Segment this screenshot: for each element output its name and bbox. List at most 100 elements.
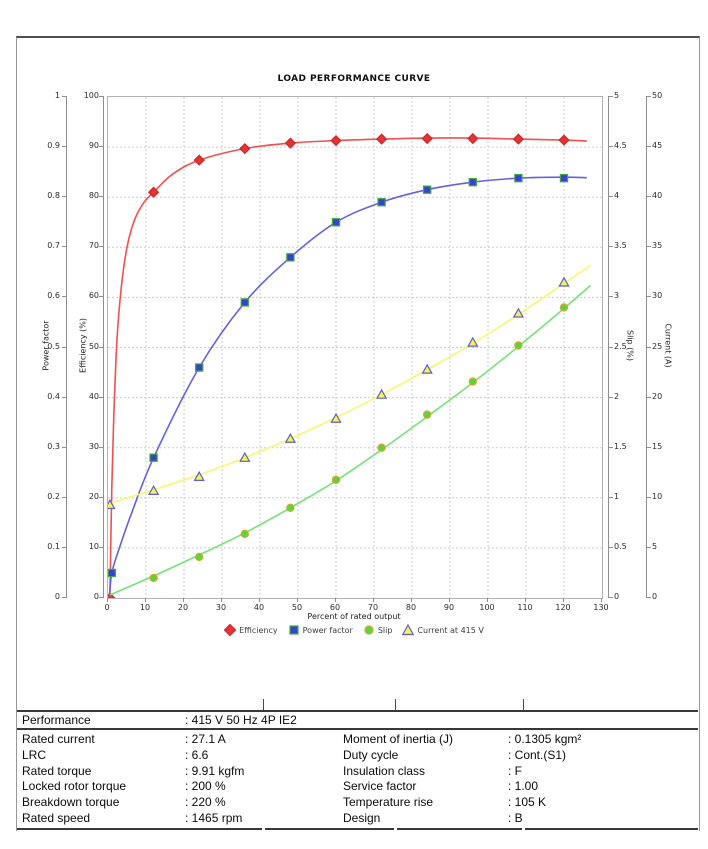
slip-tick-label: 0 — [614, 592, 620, 601]
table-column-separator — [395, 699, 396, 711]
efficiency-tick — [99, 246, 103, 248]
data-point-power-factor — [108, 568, 116, 578]
data-point-efficiency — [147, 186, 160, 198]
efficiency-tick-label: 100 — [83, 91, 99, 100]
x-tick-label: 130 — [593, 603, 609, 612]
slip-tick-label: 2 — [614, 391, 620, 401]
current-tick — [647, 346, 651, 348]
power-factor-tick-label: 0.5 — [47, 341, 60, 351]
content-panel-border — [16, 36, 700, 831]
performance-label: Performance — [22, 713, 91, 727]
x-tick-label: 110 — [517, 603, 533, 612]
slip-tick-label: 5 — [614, 91, 620, 100]
data-point-current-at-415-v — [558, 276, 570, 287]
x-tick-label: 30 — [215, 603, 227, 612]
data-point-power-factor — [286, 253, 295, 262]
spec-label: Moment of inertia (J) — [343, 732, 454, 746]
data-point-slip — [149, 573, 158, 583]
efficiency-tick — [99, 346, 103, 348]
data-point-slip — [377, 443, 386, 452]
efficiency-tick-label: 50 — [88, 341, 99, 351]
data-point-current-at-415-v — [467, 336, 479, 347]
x-tick — [220, 598, 222, 602]
spec-label: Rated current — [22, 732, 95, 746]
power-factor-tick-label: 0.2 — [47, 491, 60, 501]
performance-value: : 415 V 50 Hz 4P IE2 — [185, 713, 297, 727]
data-point-efficiency — [467, 132, 479, 145]
data-point-power-factor — [468, 177, 478, 187]
x-tick-label: 20 — [177, 603, 189, 612]
current-tick-label: 35 — [652, 241, 663, 251]
current-tick-label: 50 — [652, 91, 663, 100]
efficiency-tick-label: 20 — [88, 491, 99, 501]
data-point-current-at-415-v — [375, 388, 388, 399]
series-curve-slip — [109, 284, 592, 596]
power-factor-tick-label: 0.9 — [47, 141, 60, 151]
table-rule-top — [17, 710, 698, 712]
data-point-slip — [468, 377, 477, 386]
slip-tick — [609, 96, 613, 97]
spec-label: Duty cycle — [343, 747, 399, 762]
data-point-efficiency — [558, 134, 570, 146]
data-point-slip — [331, 475, 341, 484]
data-point-current-at-415-v — [421, 363, 433, 374]
chart-canvas — [108, 97, 602, 598]
power-factor-tick — [62, 96, 66, 97]
slip-tick — [609, 296, 613, 298]
current-tick-label: 40 — [652, 191, 663, 201]
x-tick — [524, 598, 526, 602]
spec-value: : 200 % — [185, 779, 226, 794]
power-factor-tick — [62, 296, 66, 298]
current-tick — [647, 96, 651, 97]
x-tick — [334, 598, 336, 602]
power-factor-axis-title: Power factor — [41, 320, 51, 371]
table-rule-bottom-segment — [397, 828, 522, 830]
table-rule-bottom-segment — [525, 828, 698, 830]
data-point-slip — [559, 303, 569, 312]
slip-tick-label: 2.5 — [614, 341, 627, 351]
data-point-current-at-415-v — [108, 498, 116, 510]
power-factor-axis-line — [66, 96, 67, 598]
spec-label: LRC — [22, 747, 47, 762]
x-tick — [562, 598, 564, 602]
data-point-current-at-415-v — [512, 307, 525, 318]
current-tick — [647, 446, 651, 448]
series-curve-efficiency — [109, 137, 587, 598]
power-factor-tick — [62, 196, 66, 198]
data-point-slip — [240, 529, 249, 539]
spec-label: Locked rotor torque — [22, 779, 127, 794]
slip-tick — [609, 446, 613, 448]
data-point-efficiency — [375, 133, 388, 145]
efficiency-tick — [99, 296, 103, 298]
x-tick-label: 40 — [253, 603, 265, 612]
legend-label: Current at 415 V — [417, 625, 484, 635]
data-point-slip — [514, 341, 523, 350]
slip-tick-label: 3.5 — [614, 241, 627, 251]
table-rule-bottom-segment — [265, 828, 394, 830]
current-tick-label: 25 — [652, 341, 663, 351]
circle-marker-icon — [364, 625, 374, 635]
current-tick — [647, 396, 651, 398]
current-axis-line — [646, 96, 647, 598]
slip-tick-label: 0.5 — [614, 541, 627, 551]
x-tick-label: 80 — [405, 603, 417, 612]
data-point-power-factor — [559, 173, 569, 183]
data-point-power-factor — [331, 218, 341, 227]
x-tick-label: 100 — [479, 603, 495, 612]
power-factor-tick — [62, 446, 66, 448]
current-tick — [647, 597, 651, 598]
slip-tick — [609, 597, 613, 598]
slip-tick-label: 4.5 — [614, 141, 627, 151]
series-curve-current-at-415-v — [108, 264, 592, 505]
efficiency-axis-line — [103, 96, 104, 598]
slip-tick — [609, 496, 613, 498]
data-point-efficiency — [421, 132, 433, 145]
current-tick — [647, 196, 651, 198]
data-point-current-at-415-v — [330, 412, 342, 423]
plot-area — [107, 96, 603, 599]
slip-axis-line — [608, 96, 609, 598]
data-point-current-at-415-v — [193, 470, 205, 481]
x-tick — [106, 598, 108, 602]
legend-item-efficiency: Efficiency — [224, 624, 278, 636]
efficiency-tick — [99, 96, 103, 97]
